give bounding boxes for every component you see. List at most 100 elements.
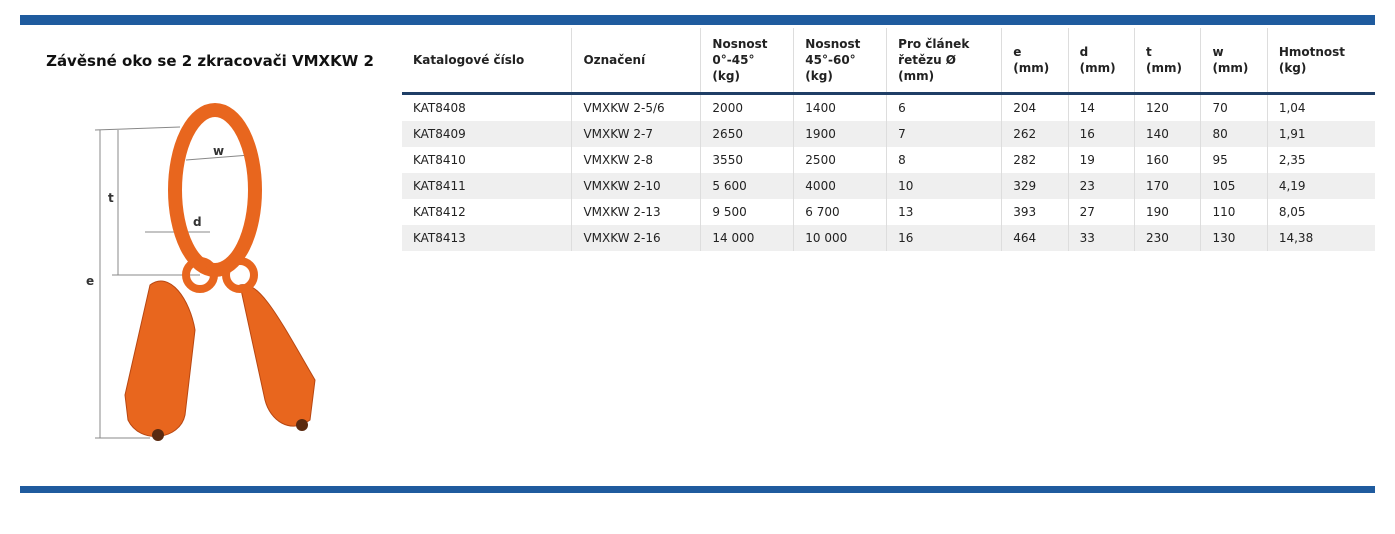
table-row: KAT8408 VMXKW 2-5/6 2000 1400 6 204 14 120 70 1,0… — [402, 93, 1375, 121]
header-line: d — [1079, 45, 1089, 59]
table-cell: 464 — [1001, 225, 1069, 251]
header-line: (mm) — [1146, 61, 1183, 75]
column-header: Pro článek řetězu Ø (mm) — [886, 28, 1002, 95]
dim-label: e — [86, 274, 94, 288]
header-line: (mm) — [1212, 61, 1249, 75]
table-cell: 80 — [1200, 121, 1268, 147]
spec-table: Katalogové číslo Označení Nosnost 0°-45° (kg… — [402, 28, 1375, 251]
table-cell: 105 — [1200, 173, 1268, 199]
table-row: KAT8409 VMXKW 2-7 2650 1900 7 262 16 140 80 1,91 — [402, 121, 1375, 147]
table-cell: 95 — [1200, 147, 1268, 173]
table-cell: 1400 — [793, 93, 887, 121]
table-row: KAT8411 VMXKW 2-10 5 600 4000 10 329 23 170 105 4… — [402, 173, 1375, 199]
table-cell: 10 — [886, 173, 1002, 199]
product-figure: w t d e — [86, 103, 316, 441]
header-line: (kg) — [1278, 61, 1307, 75]
table-cell: 190 — [1134, 199, 1201, 225]
header-line: (kg) — [805, 69, 833, 83]
table-cell: KAT8410 — [413, 153, 466, 167]
table-cell: 393 — [1001, 199, 1069, 225]
table-cell: 1,91 — [1266, 121, 1375, 147]
header-line: (mm) — [1013, 61, 1050, 75]
dim-label: t — [108, 191, 114, 205]
table-cell: 27 — [1067, 199, 1135, 225]
table-row: KAT8410 VMXKW 2-8 3550 2500 8 282 19 160 95 2,35 — [402, 147, 1375, 173]
header-line: Katalogové číslo — [413, 53, 525, 67]
table-cell: 14 000 — [700, 225, 794, 251]
table-cell: 33 — [1067, 225, 1135, 251]
header-line: (kg) — [712, 69, 740, 83]
table-cell: KAT8413 — [402, 225, 572, 251]
table-cell: KAT8411 — [402, 173, 572, 199]
table-cell: 282 — [1001, 147, 1069, 173]
column-header: Katalogové číslo — [402, 28, 572, 95]
column-header: w (mm) — [1200, 28, 1268, 95]
table-row: KAT8413 VMXKW 2-16 14 000 10 000 16 464 33 230 1… — [402, 225, 1375, 251]
header-line: Označení — [583, 53, 646, 67]
table-cell: 2000 — [700, 93, 794, 121]
table-cell: 9 500 — [700, 199, 794, 225]
table-row: KAT8412 VMXKW 2-13 9 500 6 700 13 393 27 190 110… — [402, 199, 1375, 225]
table-cell: 110 — [1200, 199, 1268, 225]
table-cell: 8 — [886, 147, 1002, 173]
header-line: e — [1013, 45, 1022, 59]
table-cell: VMXKW 2-7 — [571, 121, 701, 147]
table-cell: 16 — [1067, 121, 1135, 147]
table-cell: 2,35 — [1266, 147, 1375, 173]
table-cell: 8,05 — [1266, 199, 1375, 225]
header-line: (mm) — [1079, 61, 1116, 75]
table-cell: 120 — [1134, 93, 1201, 121]
header-line: řetězu Ø — [898, 53, 957, 67]
dim-label: d — [193, 215, 202, 229]
table-cell: 160 — [1134, 147, 1201, 173]
column-header: d (mm) — [1067, 28, 1135, 95]
table-cell: 14 — [1067, 93, 1135, 121]
header-line: Nosnost — [712, 37, 768, 51]
table-cell: 170 — [1134, 173, 1201, 199]
table-cell: 262 — [1001, 121, 1069, 147]
table-cell: VMXKW 2-10 — [571, 173, 701, 199]
header-line: (mm) — [898, 69, 935, 83]
table-cell: 13 — [886, 199, 1002, 225]
table-cell: 6 700 — [793, 199, 887, 225]
table-cell: 16 — [886, 225, 1002, 251]
header-row: Katalogové číslo Označení Nosnost 0°-45° (kg… — [402, 28, 1375, 95]
table-cell: 5 600 — [700, 173, 794, 199]
table-cell: 2500 — [793, 147, 887, 173]
table-cell: VMXKW 2-16 — [571, 225, 701, 251]
table-cell: 4000 — [793, 173, 887, 199]
column-header: t (mm) — [1134, 28, 1201, 95]
header-line: Hmotnost — [1278, 45, 1346, 59]
column-header: Nosnost 0°-45° (kg) — [700, 28, 794, 95]
table-cell: KAT8408 — [413, 101, 466, 115]
table-cell: 130 — [1200, 225, 1268, 251]
header-line: Pro článek — [898, 37, 970, 51]
table-cell: 3550 — [700, 147, 794, 173]
table-cell: 204 — [1001, 93, 1069, 121]
table-cell: KAT8409 — [402, 121, 572, 147]
bottom-bar — [20, 486, 1375, 493]
table-cell: VMXKW 2-13 — [571, 199, 701, 225]
header-line: Nosnost — [805, 37, 861, 51]
header-line: t — [1146, 45, 1152, 59]
column-header: Označení — [571, 28, 701, 95]
table-cell: 4,19 — [1266, 173, 1375, 199]
table-cell: 2650 — [700, 121, 794, 147]
top-bar — [20, 15, 1375, 25]
table-cell: 1,04 — [1266, 93, 1375, 121]
table-cell: 10 000 — [793, 225, 887, 251]
title: Závěsné oko se 2 zkracovači VMXKW 2 — [46, 52, 374, 70]
table-cell: KAT8412 — [413, 205, 466, 219]
table-cell: VMXKW 2-5/6 — [571, 93, 701, 121]
table-cell: 19 — [1067, 147, 1135, 173]
table-cell: 1900 — [793, 121, 887, 147]
table-cell: 140 — [1134, 121, 1201, 147]
header-line: w — [1212, 45, 1224, 59]
table-cell: 7 — [886, 121, 1002, 147]
header-line: 0°-45° — [712, 53, 755, 67]
table-cell: VMXKW 2-8 — [571, 147, 701, 173]
table-cell: 6 — [886, 93, 1002, 121]
header-line: 45°-60° — [805, 53, 856, 67]
column-header: Nosnost 45°-60° (kg) — [793, 28, 887, 95]
